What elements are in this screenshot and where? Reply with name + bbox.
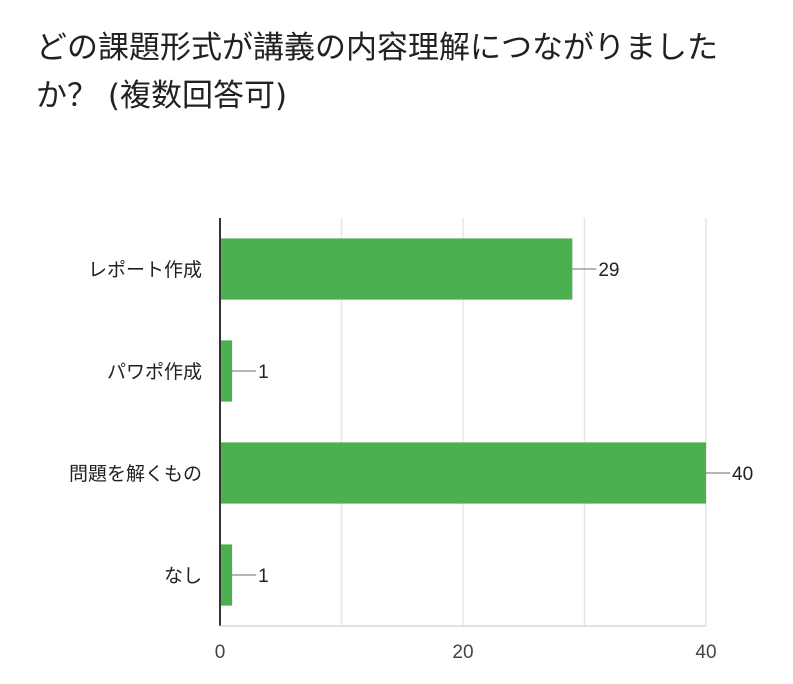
x-tick-label-40: 40	[695, 642, 716, 663]
bars	[220, 238, 706, 606]
data-label-4: 1	[258, 566, 269, 587]
bar-2	[220, 340, 233, 402]
question-title: どの課題形式が講義の内容理解につながりましたか？ (複数回答可)	[36, 30, 718, 114]
category-label-4: なし	[164, 565, 202, 587]
bar-1	[220, 238, 573, 300]
x-tick-label-20: 20	[452, 642, 473, 663]
category-label-3: 問題を解くもの	[69, 463, 202, 485]
data-label-1: 29	[598, 260, 619, 281]
category-label-1: レポート作成	[88, 259, 202, 281]
data-label-2: 1	[258, 362, 269, 383]
x-tick-label-0: 0	[215, 642, 226, 663]
axes	[219, 218, 706, 627]
bar-3	[220, 442, 706, 504]
labels: 29 レポート作成 1 パワポ作成 40 問題を解くもの 1 なし 0 20 40	[69, 259, 753, 663]
category-label-2: パワポ作成	[107, 361, 202, 383]
bar-4	[220, 544, 233, 606]
data-label-3: 40	[732, 464, 753, 485]
